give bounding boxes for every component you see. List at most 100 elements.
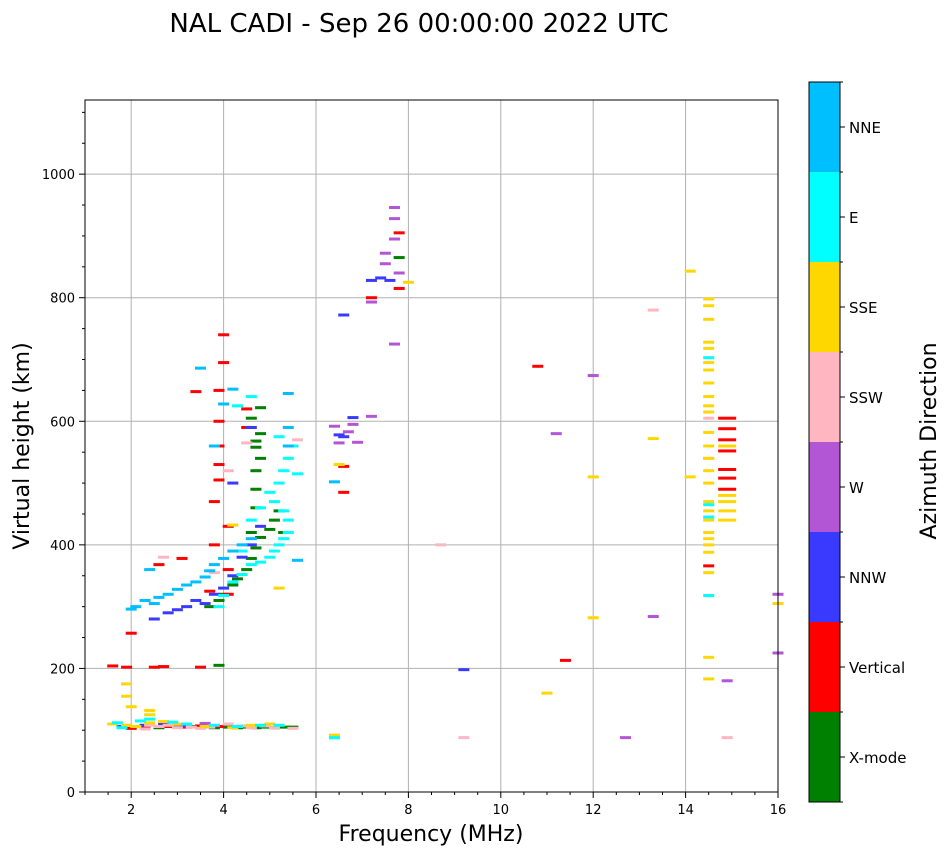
data-point: [278, 537, 290, 541]
data-point: [190, 598, 202, 602]
data-point: [208, 543, 220, 547]
data-point: [721, 736, 733, 740]
series-nnw: [116, 276, 470, 729]
x-tick-label: 10: [493, 803, 510, 818]
data-point: [703, 356, 715, 360]
data-point: [328, 736, 340, 740]
data-point: [227, 583, 239, 587]
data-point: [587, 616, 599, 620]
colorbar-label: SSE: [849, 299, 878, 317]
data-point: [703, 469, 715, 473]
data-point: [703, 416, 715, 420]
data-point: [292, 438, 304, 442]
data-point: [282, 444, 294, 448]
series-vertical: [107, 231, 737, 730]
data-point: [268, 500, 280, 504]
data-point: [222, 568, 234, 572]
data-point: [181, 722, 193, 726]
data-point: [245, 395, 257, 399]
data-point: [684, 269, 696, 273]
data-point: [245, 518, 257, 522]
data-point: [703, 515, 715, 519]
data-point: [703, 368, 715, 372]
data-point: [245, 556, 257, 560]
series-w: [171, 206, 784, 740]
data-point: [703, 297, 715, 301]
data-point: [587, 374, 599, 378]
data-point: [703, 550, 715, 554]
y-tick-label: 400: [50, 539, 75, 554]
colorbar-label: X-mode: [849, 749, 906, 767]
data-point: [338, 313, 350, 317]
data-point: [218, 333, 230, 337]
data-point: [245, 531, 257, 534]
data-point: [352, 440, 364, 444]
data-point: [218, 594, 230, 598]
data-point: [195, 665, 206, 669]
data-point: [338, 490, 350, 494]
data-point: [144, 708, 156, 712]
data-point: [255, 456, 267, 460]
data-point: [268, 726, 280, 730]
data-point: [703, 404, 715, 408]
data-point: [282, 518, 294, 522]
data-point: [703, 381, 715, 385]
data-point: [389, 237, 401, 241]
data-point: [121, 694, 133, 698]
data-point: [287, 726, 299, 730]
data-point: [703, 677, 715, 681]
colorbar-segment: [809, 622, 840, 712]
data-point: [278, 725, 290, 729]
data-point: [213, 478, 225, 482]
plot-frame: [84, 99, 779, 793]
data-point: [402, 280, 414, 284]
data-point: [703, 444, 715, 448]
data-point: [375, 276, 387, 280]
x-tick-label: 4: [219, 803, 227, 818]
data-point: [647, 615, 659, 619]
data-point: [365, 414, 377, 418]
y-tick-label: 200: [50, 662, 75, 677]
data-point: [218, 361, 230, 365]
data-point: [208, 444, 220, 448]
data-point: [703, 430, 715, 434]
series-sse: [107, 269, 784, 737]
x-tick-label: 14: [677, 803, 694, 818]
data-point: [195, 366, 206, 370]
data-point: [231, 404, 243, 408]
data-point: [130, 605, 142, 609]
colorbar-segment: [809, 262, 840, 352]
data-point: [139, 598, 151, 602]
data-point: [208, 500, 220, 504]
data-point: [703, 304, 715, 308]
data-point: [703, 503, 715, 507]
data-point: [393, 256, 405, 260]
data-point: [718, 444, 737, 448]
colorbar: X-mode Vertical NNW W SSW SSE E NNE: [808, 81, 906, 803]
y-tick-label: 800: [50, 292, 75, 307]
data-point: [227, 549, 239, 553]
data-point: [278, 469, 290, 473]
colorbar-label: Vertical: [849, 659, 905, 677]
data-point: [587, 475, 599, 479]
data-point: [121, 723, 133, 727]
data-point: [338, 464, 350, 468]
data-point: [148, 602, 160, 606]
data-point: [199, 575, 211, 579]
data-point: [181, 605, 193, 609]
data-point: [282, 425, 294, 429]
data-point: [703, 340, 715, 344]
data-point: [153, 563, 165, 567]
data-point: [379, 251, 391, 255]
data-point: [393, 286, 405, 290]
y-axis-ticks: 0 200 400 600 800 1000: [42, 111, 85, 801]
data-point: [328, 733, 340, 737]
data-point: [190, 390, 202, 394]
x-tick-label: 2: [127, 803, 135, 818]
data-point: [144, 721, 156, 725]
data-point: [213, 598, 225, 602]
data-point: [718, 487, 737, 491]
data-point: [181, 583, 193, 587]
data-point: [718, 509, 737, 513]
